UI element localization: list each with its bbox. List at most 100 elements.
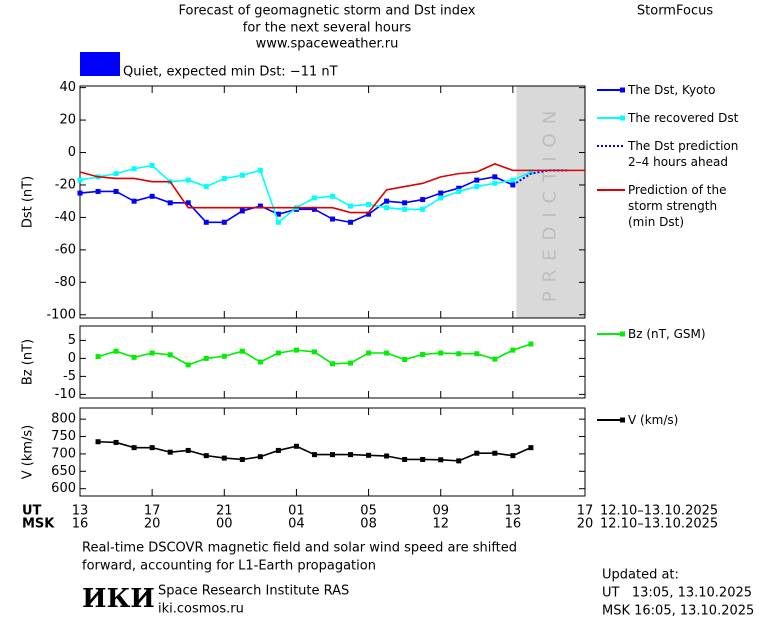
point	[510, 347, 516, 353]
point	[366, 211, 372, 217]
legend-marker	[620, 331, 625, 337]
point	[384, 350, 390, 356]
x-tick-label: 08	[360, 517, 377, 532]
plot-frame	[79, 407, 586, 497]
legend-label: Prediction of the storm strength (min Ds…	[628, 183, 727, 229]
point	[366, 350, 372, 356]
y-tick-label: -100	[46, 307, 76, 322]
point	[77, 177, 83, 183]
point	[330, 193, 335, 199]
y-tick-label: -10	[55, 387, 76, 402]
point	[311, 452, 317, 458]
x-tick-label: 09	[432, 504, 449, 519]
point	[492, 180, 498, 186]
point	[510, 177, 516, 183]
point	[348, 360, 354, 366]
point	[95, 188, 101, 194]
point	[420, 351, 426, 357]
point	[348, 203, 354, 209]
site: iki.cosmos.ru	[158, 602, 244, 617]
series-line	[79, 164, 532, 224]
y-tick-label: -20	[55, 177, 76, 192]
point	[348, 219, 354, 225]
point	[149, 193, 155, 199]
point	[456, 351, 462, 357]
point	[528, 341, 534, 347]
institute: Space Research Institute RAS	[158, 584, 349, 599]
x-tick-label: 12	[432, 517, 449, 532]
title: Forecast of geomagnetic storm and Dst in…	[178, 4, 475, 19]
point	[492, 450, 498, 456]
point	[311, 349, 317, 355]
point	[402, 456, 408, 462]
status-label: Quiet, expected min Dst: −11 nT	[123, 65, 338, 80]
point	[293, 347, 299, 353]
point	[366, 201, 372, 207]
y-tick-label: 600	[51, 481, 76, 496]
updated: Updated at:	[602, 568, 679, 583]
series-line	[98, 440, 532, 462]
point	[77, 190, 83, 196]
point	[149, 350, 155, 356]
point	[402, 356, 408, 362]
x-tick-label: 17	[577, 504, 594, 519]
point	[95, 439, 101, 445]
point	[438, 190, 444, 196]
y-tick-label: 750	[51, 429, 76, 444]
y-tick-label: -60	[55, 242, 76, 257]
point	[420, 456, 426, 462]
prediction-zone	[516, 86, 585, 318]
point	[167, 352, 173, 358]
plot-frame	[79, 85, 586, 319]
y-tick-label: 650	[51, 464, 76, 479]
point	[203, 355, 209, 361]
point	[438, 195, 444, 201]
point	[420, 197, 426, 203]
point	[185, 362, 191, 368]
point	[311, 195, 317, 201]
y-tick-label: 40	[59, 80, 76, 95]
point	[384, 198, 390, 204]
point	[239, 172, 245, 178]
point	[203, 184, 209, 190]
point	[330, 452, 335, 458]
updated: MSK 16:05, 13.10.2025	[602, 604, 754, 619]
status-swatch	[80, 52, 120, 76]
y-tick-label: 800	[51, 412, 76, 427]
x-tick-label: 01	[288, 504, 305, 519]
x-tick-label: 20	[577, 517, 594, 532]
point	[275, 211, 281, 217]
point	[275, 219, 281, 225]
point	[275, 447, 281, 453]
series-line	[79, 176, 514, 224]
y-tick-label: -5	[63, 369, 76, 384]
point	[402, 200, 408, 206]
y-axis-label: V (km/s)	[21, 425, 36, 480]
x-tick-label: 13	[72, 504, 89, 519]
updated: UT 13:05, 13.10.2025	[602, 586, 752, 601]
legend-label: V (km/s)	[628, 413, 679, 427]
x-tick-label: 04	[288, 517, 305, 532]
point	[384, 205, 390, 211]
x-tick-label: 00	[216, 517, 233, 532]
prediction-label: PREDICTION	[540, 102, 561, 302]
point	[185, 177, 191, 183]
x-tick-label: 21	[216, 504, 233, 519]
point	[185, 200, 191, 206]
point	[167, 449, 173, 455]
legend-label: Bz (nT, GSM)	[628, 327, 706, 341]
y-tick-label: 0	[68, 351, 76, 366]
point	[113, 348, 119, 354]
point	[330, 361, 335, 367]
point	[384, 453, 390, 459]
point	[131, 198, 137, 204]
legend-label: The recovered Dst	[628, 111, 739, 125]
y-tick-label: 20	[59, 113, 76, 128]
point	[221, 219, 227, 225]
x-tick-label: 16	[72, 517, 89, 532]
time-row-label: UT	[22, 504, 42, 519]
point	[474, 450, 480, 456]
point	[311, 206, 317, 212]
point	[131, 166, 137, 172]
brand: StormFocus	[637, 4, 713, 19]
